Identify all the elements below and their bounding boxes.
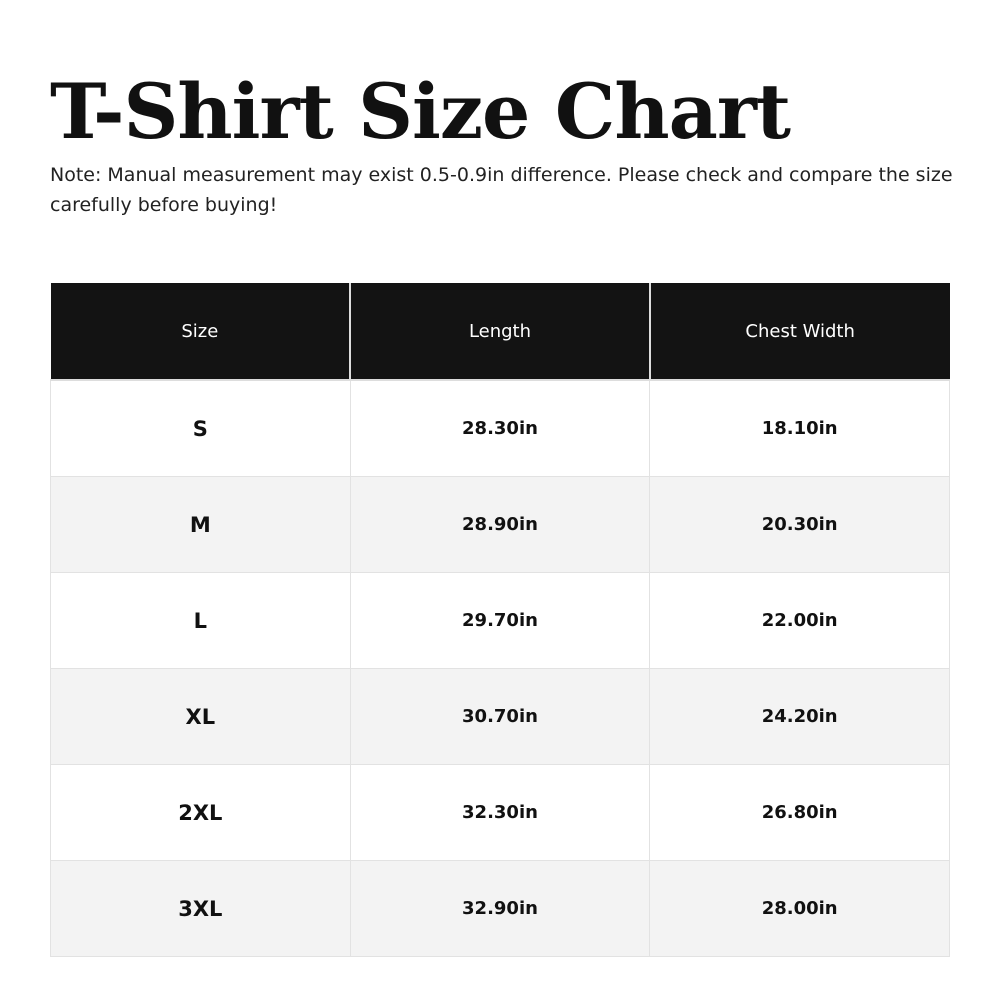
cell-size: L	[50, 572, 351, 669]
table-header-row: Size Length Chest Width	[50, 283, 950, 381]
cell-length: 28.90in	[349, 476, 651, 573]
cell-chest-width: 18.10in	[649, 379, 950, 477]
header-size: Size	[50, 283, 352, 381]
measurement-note: Note: Manual measurement may exist 0.5-0…	[50, 164, 953, 216]
cell-length: 32.90in	[349, 860, 651, 957]
table-row: 2XL 32.30in 26.80in	[50, 764, 950, 861]
cell-size: 3XL	[50, 860, 351, 957]
cell-length: 32.30in	[349, 764, 651, 861]
page-title: T-Shirt Size Chart	[50, 67, 791, 156]
cell-chest-width: 24.20in	[649, 668, 950, 765]
cell-size: XL	[50, 668, 351, 765]
cell-chest-width: 28.00in	[649, 860, 950, 957]
cell-size: M	[50, 476, 351, 573]
table-row: XL 30.70in 24.20in	[50, 668, 950, 765]
cell-size: S	[50, 379, 351, 477]
cell-chest-width: 26.80in	[649, 764, 950, 861]
cell-length: 29.70in	[349, 572, 651, 669]
table-row: 3XL 32.90in 28.00in	[50, 860, 950, 957]
cell-size: 2XL	[50, 764, 351, 861]
table-body: S 28.30in 18.10in M 28.90in 20.30in L 29.70in 22…	[50, 379, 950, 957]
header-chest-width: Chest Width	[649, 283, 950, 381]
size-table: Size Length Chest Width S 28.30in 18.10in M…	[50, 283, 950, 957]
header-length: Length	[350, 283, 651, 381]
table-row: M 28.90in 20.30in	[50, 476, 950, 573]
cell-chest-width: 22.00in	[649, 572, 950, 669]
table-row: L 29.70in 22.00in	[50, 572, 950, 669]
cell-length: 30.70in	[349, 668, 651, 765]
cell-length: 28.30in	[349, 379, 651, 477]
cell-chest-width: 20.30in	[649, 476, 950, 573]
table-row: S 28.30in 18.10in	[50, 379, 950, 477]
